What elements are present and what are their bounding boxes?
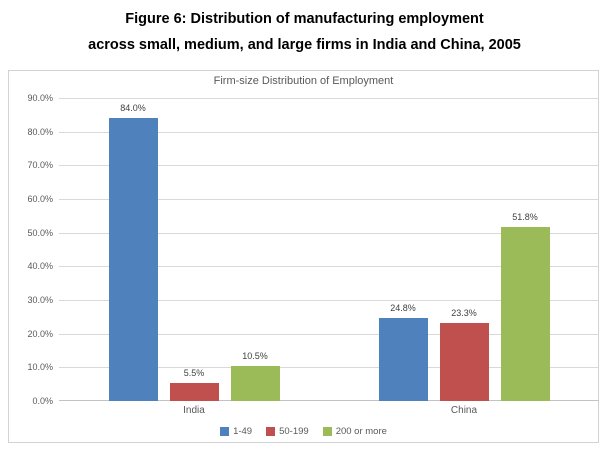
plot-area: 84.0% 5.5% 10.5% 24.8% 23.3% 51.8% [59, 98, 599, 401]
gridline [59, 132, 599, 133]
y-tick-label: 30.0% [27, 295, 53, 305]
y-tick-label: 60.0% [27, 194, 53, 204]
y-tick-label: 80.0% [27, 126, 53, 137]
legend-marker-icon [266, 427, 276, 436]
x-tick-label-india: India [183, 405, 205, 416]
y-tick-label: 0.0% [32, 396, 53, 406]
legend-label: 1-49 [233, 426, 253, 437]
gridline [59, 300, 599, 301]
y-tick-label: 70.0% [27, 160, 53, 171]
x-axis-line [59, 400, 599, 401]
legend-item-2: 200 or more [322, 426, 387, 437]
bar-value-label: 24.8% [390, 302, 416, 313]
bar-india-series-0 [108, 118, 158, 401]
gridline [59, 367, 599, 368]
legend-label: 50-199 [279, 426, 309, 437]
y-tick-label: 10.0% [27, 362, 53, 373]
bar-value-label: 5.5% [183, 367, 205, 378]
gridline [59, 266, 599, 267]
bar-value-label: 23.3% [451, 307, 477, 318]
bar-value-label: 51.8% [512, 211, 538, 222]
bar-china-series-0 [378, 317, 428, 401]
figure-title-line1: Figure 6: Distribution of manufacturing … [125, 11, 484, 27]
x-tick-label-china: China [450, 405, 478, 416]
legend-marker-icon [322, 427, 332, 436]
chart-panel: Firm-size Distribution of Employment 84.… [8, 70, 599, 443]
bar-india-series-1 [169, 382, 219, 401]
gridline [59, 199, 599, 200]
chart-title: Firm-size Distribution of Employment [213, 75, 394, 87]
figure-title-line2: across small, medium, and large firms in… [88, 37, 521, 53]
bar-value-label: 10.5% [242, 350, 268, 361]
figure-title: Figure 6: Distribution of manufacturing … [0, 6, 609, 58]
chart-legend: 1-49 50-199 200 or more [9, 426, 598, 437]
bar-value-label: 84.0% [120, 103, 146, 114]
y-tick-label: 20.0% [27, 328, 53, 339]
legend-item-1: 50-199 [266, 426, 309, 437]
bar-china-series-1 [439, 322, 489, 401]
gridline [59, 233, 599, 234]
gridline [59, 334, 599, 335]
gridline [59, 165, 599, 166]
y-tick-label: 90.0% [27, 93, 53, 103]
bar-india-series-2 [230, 365, 280, 401]
legend-label: 200 or more [335, 426, 387, 437]
y-tick-label: 50.0% [27, 227, 53, 238]
legend-marker-icon [220, 427, 230, 436]
y-tick-label: 40.0% [27, 261, 53, 272]
gridline [59, 98, 599, 99]
legend-item-0: 1-49 [220, 426, 252, 437]
bar-china-series-2 [500, 226, 550, 401]
